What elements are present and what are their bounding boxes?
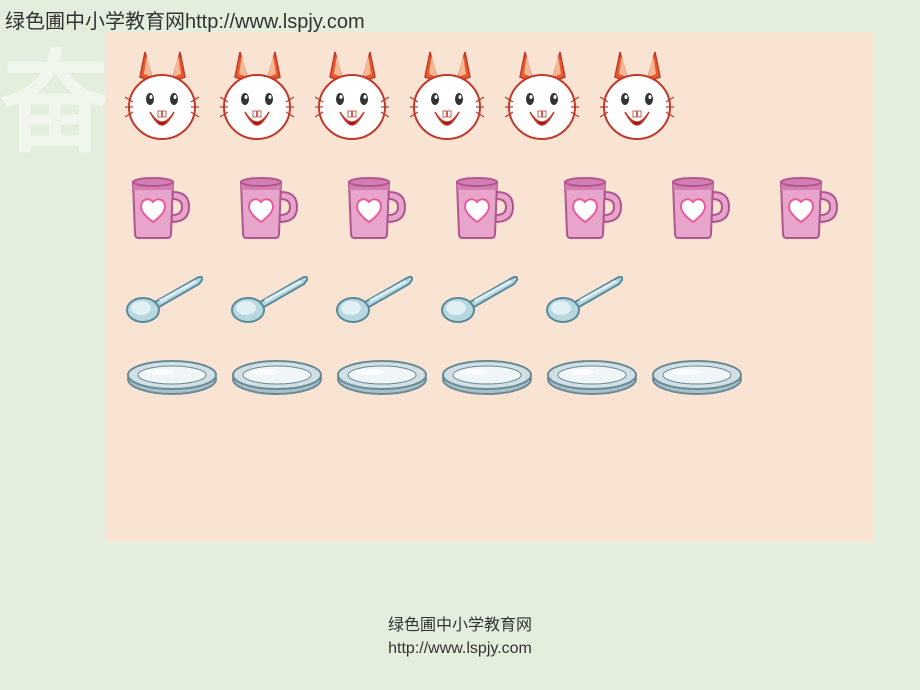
footer-line2: http://www.lspjy.com <box>0 638 920 660</box>
rabbit-icon <box>220 47 295 142</box>
rabbit-icon <box>125 47 200 142</box>
header-text: 绿色圃中小学教育网http://www.lspjy.com <box>5 5 365 34</box>
rabbit-item <box>505 47 580 147</box>
cup-icon <box>341 172 409 242</box>
plate-row <box>125 357 853 402</box>
plate-item <box>650 357 745 402</box>
plate-item <box>335 357 430 402</box>
plate-icon <box>230 357 325 397</box>
cup-item <box>773 172 841 247</box>
plate-item <box>125 357 220 402</box>
plate-item <box>230 357 325 402</box>
rabbit-item <box>410 47 485 147</box>
rabbit-icon <box>600 47 675 142</box>
spoon-icon <box>440 272 520 327</box>
plate-icon <box>440 357 535 397</box>
rabbit-item <box>315 47 390 147</box>
cup-row <box>125 172 853 247</box>
spoon-item <box>440 272 520 332</box>
spoon-icon <box>125 272 205 327</box>
cup-item <box>557 172 625 247</box>
cup-item <box>125 172 193 247</box>
watermark-char: 奋 <box>0 50 110 160</box>
cup-item <box>449 172 517 247</box>
plate-item <box>545 357 640 402</box>
plate-icon <box>545 357 640 397</box>
rabbit-icon <box>410 47 485 142</box>
cup-icon <box>449 172 517 242</box>
spoon-item <box>335 272 415 332</box>
spoon-item <box>545 272 625 332</box>
rabbit-row <box>125 47 853 147</box>
content-box <box>105 32 873 542</box>
spoon-item <box>125 272 205 332</box>
cup-item <box>665 172 733 247</box>
plate-item <box>440 357 535 402</box>
spoon-icon <box>230 272 310 327</box>
plate-icon <box>650 357 745 397</box>
rabbit-item <box>600 47 675 147</box>
cup-item <box>341 172 409 247</box>
rabbit-item <box>125 47 200 147</box>
spoon-item <box>230 272 310 332</box>
spoon-icon <box>545 272 625 327</box>
cup-icon <box>773 172 841 242</box>
cup-item <box>233 172 301 247</box>
plate-icon <box>125 357 220 397</box>
cup-icon <box>557 172 625 242</box>
spoon-icon <box>335 272 415 327</box>
rabbit-item <box>220 47 295 147</box>
rabbit-icon <box>505 47 580 142</box>
rabbit-icon <box>315 47 390 142</box>
cup-icon <box>125 172 193 242</box>
cup-icon <box>665 172 733 242</box>
plate-icon <box>335 357 430 397</box>
spoon-row <box>125 272 853 332</box>
footer: 绿色圃中小学教育网 http://www.lspjy.com <box>0 615 920 660</box>
footer-line1: 绿色圃中小学教育网 <box>0 615 920 637</box>
cup-icon <box>233 172 301 242</box>
